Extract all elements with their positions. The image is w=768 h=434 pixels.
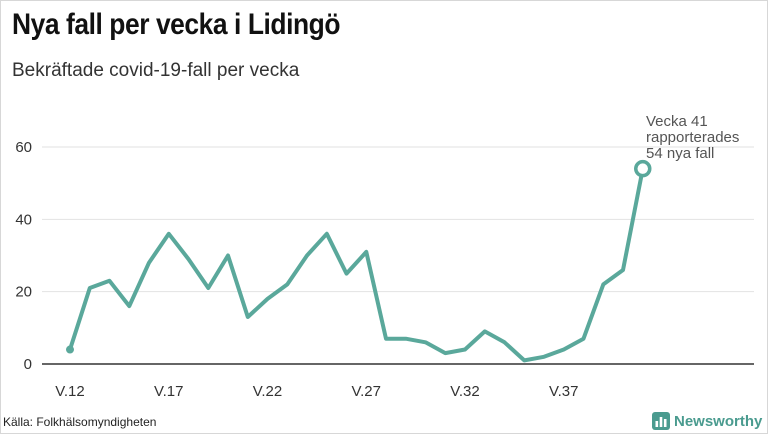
x-tick-label: V.27 bbox=[352, 383, 381, 400]
chart-title: Nya fall per vecka i Lidingö bbox=[12, 8, 341, 41]
brand-name: Newsworthy bbox=[674, 412, 763, 430]
y-tick-label: 0 bbox=[24, 356, 32, 373]
y-tick-label: 60 bbox=[15, 139, 32, 156]
data-line bbox=[68, 166, 645, 363]
highlight-point bbox=[634, 159, 652, 178]
annotation-line: 54 nya fall bbox=[646, 145, 714, 162]
annotation-line: Vecka 41 bbox=[646, 113, 708, 130]
bar-chart-icon bbox=[652, 412, 670, 430]
x-tick-label: V.22 bbox=[253, 383, 282, 400]
x-tick-label: V.37 bbox=[549, 383, 578, 400]
x-tick-label: V.32 bbox=[450, 383, 479, 400]
source-credit: Källa: Folkhälsomyndigheten bbox=[3, 415, 157, 429]
brand-logo: Newsworthy bbox=[652, 411, 762, 431]
x-tick-label: V.12 bbox=[55, 383, 84, 400]
y-tick-label: 40 bbox=[15, 211, 32, 228]
chart-subtitle: Bekräftade covid-19-fall per vecka bbox=[12, 60, 300, 81]
annotation-line: rapporterades bbox=[646, 129, 739, 146]
y-tick-label: 20 bbox=[15, 284, 32, 301]
start-point bbox=[66, 345, 74, 354]
x-tick-label: V.17 bbox=[154, 383, 183, 400]
